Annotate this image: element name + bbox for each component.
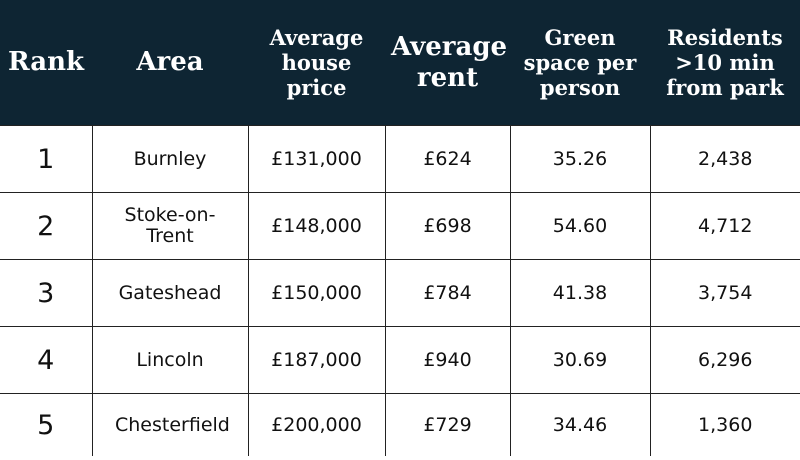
table-cell: £940 <box>384 326 511 394</box>
table-row: 5 Chesterfield £200,000 £729 34.46 1,360 <box>0 393 800 456</box>
table-cell: 3 <box>0 259 93 327</box>
table-cell: Burnley <box>91 125 249 193</box>
table-cell: Stoke-on-Trent <box>91 192 249 260</box>
cell-text: 30.69 <box>552 349 608 371</box>
table-cell: 1 <box>0 125 93 193</box>
cell-text: Burnley <box>133 148 207 170</box>
cell-text: £784 <box>423 282 472 304</box>
cell-text: 3 <box>37 277 55 309</box>
column-header: Average rent <box>385 0 510 126</box>
table-row: 1 Burnley £131,000 £624 35.26 2,438 <box>0 125 800 193</box>
table-cell: £150,000 <box>247 259 386 327</box>
table-cell: 2,438 <box>649 125 800 193</box>
cell-text: £148,000 <box>271 215 362 237</box>
column-header: Green space per person <box>510 0 650 126</box>
column-header: Rank <box>0 0 92 126</box>
cell-text: £187,000 <box>271 349 362 371</box>
cell-text: 4 <box>37 344 55 376</box>
table-cell: Lincoln <box>91 326 249 394</box>
table-cell: 6,296 <box>649 326 800 394</box>
table-cell: £784 <box>384 259 511 327</box>
cell-text: £940 <box>423 349 472 371</box>
cell-text: 1,360 <box>698 414 753 436</box>
table-cell: 4 <box>0 326 93 394</box>
cell-text: Stoke-on-Trent <box>124 204 216 247</box>
cell-text: 2,438 <box>698 148 753 170</box>
table-cell: £187,000 <box>247 326 386 394</box>
table-cell: £200,000 <box>247 393 386 456</box>
cell-text: Lincoln <box>136 349 204 371</box>
cell-text: 54.60 <box>552 215 608 237</box>
table-row: 2 Stoke-on-Trent £148,000 £698 54.60 4,712 <box>0 192 800 260</box>
table-cell: 3,754 <box>649 259 800 327</box>
cell-text: 35.26 <box>552 148 608 170</box>
cell-text: 1 <box>37 143 55 175</box>
table-cell: 4,712 <box>649 192 800 260</box>
table-cell: 41.38 <box>509 259 651 327</box>
table-cell: 5 <box>0 393 93 456</box>
cell-text: 2 <box>37 210 55 242</box>
cell-text: 5 <box>37 409 55 441</box>
cell-text: 6,296 <box>698 349 753 371</box>
cell-text: £698 <box>423 215 472 237</box>
table-cell: £729 <box>384 393 511 456</box>
table-cell: 54.60 <box>509 192 651 260</box>
table-cell: 35.26 <box>509 125 651 193</box>
cell-text: £200,000 <box>271 414 362 436</box>
column-header: Residents >10 min from park <box>650 0 800 126</box>
cell-text: £729 <box>423 414 472 436</box>
table-cell: Gateshead <box>91 259 249 327</box>
cell-text: Chesterfield <box>115 414 230 436</box>
column-header: Average house price <box>248 0 385 126</box>
table-row: 3 Gateshead £150,000 £784 41.38 3,754 <box>0 259 800 327</box>
table-body: 1 Burnley £131,000 £624 35.26 2,438 2 Stoke-on-… <box>0 125 800 456</box>
cell-text: 4,712 <box>698 215 753 237</box>
table-cell: £148,000 <box>247 192 386 260</box>
table-cell: 2 <box>0 192 93 260</box>
cell-text: 3,754 <box>698 282 753 304</box>
cell-text: 41.38 <box>552 282 608 304</box>
cell-text: £624 <box>423 148 472 170</box>
table-cell: £698 <box>384 192 511 260</box>
table-cell: 34.46 <box>509 393 651 456</box>
table-cell: £131,000 <box>247 125 386 193</box>
table-cell: 30.69 <box>509 326 651 394</box>
cell-text: £150,000 <box>271 282 362 304</box>
table-row: 4 Lincoln £187,000 £940 30.69 6,296 <box>0 326 800 394</box>
table-cell: £624 <box>384 125 511 193</box>
header-row: Rank Area Average house price Average rent G… <box>0 0 800 126</box>
cell-text: Gateshead <box>118 282 222 304</box>
table-cell: 1,360 <box>649 393 800 456</box>
table-cell: Chesterfield <box>91 393 249 456</box>
column-header: Area <box>92 0 248 126</box>
cell-text: £131,000 <box>271 148 362 170</box>
cell-text: 34.46 <box>552 414 608 436</box>
